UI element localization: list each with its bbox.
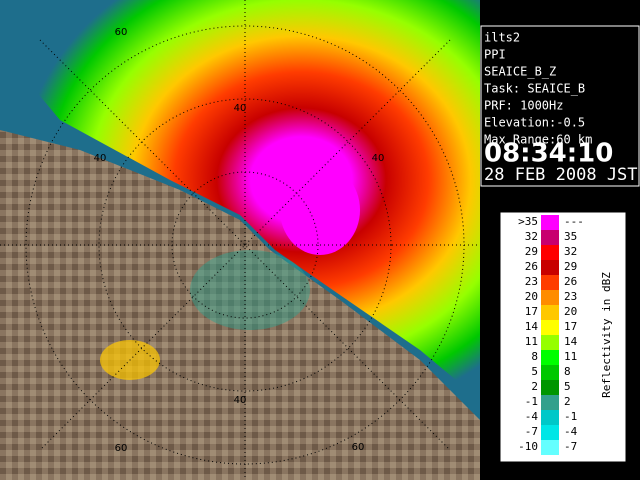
legend-low: 5 xyxy=(531,365,538,378)
legend-swatch xyxy=(541,380,559,395)
echo-cell xyxy=(190,250,310,330)
legend-low: 14 xyxy=(525,320,539,333)
range-label: 40 xyxy=(372,153,385,164)
date: 28 FEB 2008 JST xyxy=(484,165,638,185)
legend-swatch xyxy=(541,425,559,440)
legend-swatch xyxy=(541,320,559,335)
legend-high: 26 xyxy=(564,275,577,288)
legend-high: 14 xyxy=(564,335,578,348)
legend-high: -1 xyxy=(564,410,577,423)
legend-low: 26 xyxy=(525,260,538,273)
legend-high: 35 xyxy=(564,230,577,243)
legend-swatch xyxy=(541,245,559,260)
legend-swatch xyxy=(541,290,559,305)
info-panel xyxy=(480,25,640,187)
info-line: Max Range:60 km xyxy=(484,133,592,147)
legend-high: 20 xyxy=(564,305,577,318)
legend-low: >35 xyxy=(518,215,538,228)
map: 60 40 40 40 40 60 60 xyxy=(0,0,480,480)
legend-high: 23 xyxy=(564,290,577,303)
legend-high: 17 xyxy=(564,320,577,333)
info-line: Elevation:-0.5 xyxy=(484,116,585,130)
legend-low: 11 xyxy=(525,335,538,348)
legend-swatch xyxy=(541,410,559,425)
legend-low: 8 xyxy=(531,350,538,363)
legend-swatch xyxy=(541,365,559,380)
legend-high: 5 xyxy=(564,380,571,393)
legend-low: -7 xyxy=(525,425,538,438)
legend-high: 11 xyxy=(564,350,577,363)
legend-swatch xyxy=(541,335,559,350)
legend-low: 17 xyxy=(525,305,538,318)
range-label: 60 xyxy=(115,443,128,454)
info-line: PRF: 1000Hz xyxy=(484,99,563,113)
legend-high: 8 xyxy=(564,365,571,378)
legend-high: 32 xyxy=(564,245,577,258)
legend-swatch xyxy=(541,215,559,230)
legend-low: 29 xyxy=(525,245,538,258)
info-line: ilts2 xyxy=(484,31,520,45)
info-line: PPI xyxy=(484,48,506,62)
legend-low: 32 xyxy=(525,230,538,243)
legend-low: 23 xyxy=(525,275,538,288)
legend-title: Reflectivity in dBZ xyxy=(600,272,613,398)
legend-low: -4 xyxy=(525,410,539,423)
legend-swatch xyxy=(541,230,559,245)
info-line: Task: SEAICE_B xyxy=(484,82,585,96)
legend-swatch xyxy=(541,440,559,455)
range-rings xyxy=(0,0,480,480)
time: 08:34:10 xyxy=(484,139,613,169)
range-label: 40 xyxy=(234,395,247,406)
info-line: SEAICE_B_Z xyxy=(484,65,556,79)
legend-high: -4 xyxy=(564,425,578,438)
legend-swatch xyxy=(541,275,559,290)
legend-box xyxy=(499,211,627,463)
legend-low: -1 xyxy=(525,395,538,408)
legend-swatch xyxy=(541,395,559,410)
legend-low: 20 xyxy=(525,290,538,303)
legend-high: 29 xyxy=(564,260,577,273)
legend-swatch xyxy=(541,350,559,365)
legend-low: 2 xyxy=(531,380,538,393)
legend-swatch xyxy=(541,305,559,320)
legend-low: -10 xyxy=(518,440,538,453)
legend-high: -7 xyxy=(564,440,577,453)
range-label: 40 xyxy=(234,103,247,114)
legend-high: 2 xyxy=(564,395,571,408)
range-label: 60 xyxy=(352,442,365,453)
echo-core xyxy=(280,165,360,255)
legend-high: --- xyxy=(564,215,584,228)
legend-swatch xyxy=(541,260,559,275)
range-label: 60 xyxy=(115,27,128,38)
range-label: 40 xyxy=(94,153,107,164)
